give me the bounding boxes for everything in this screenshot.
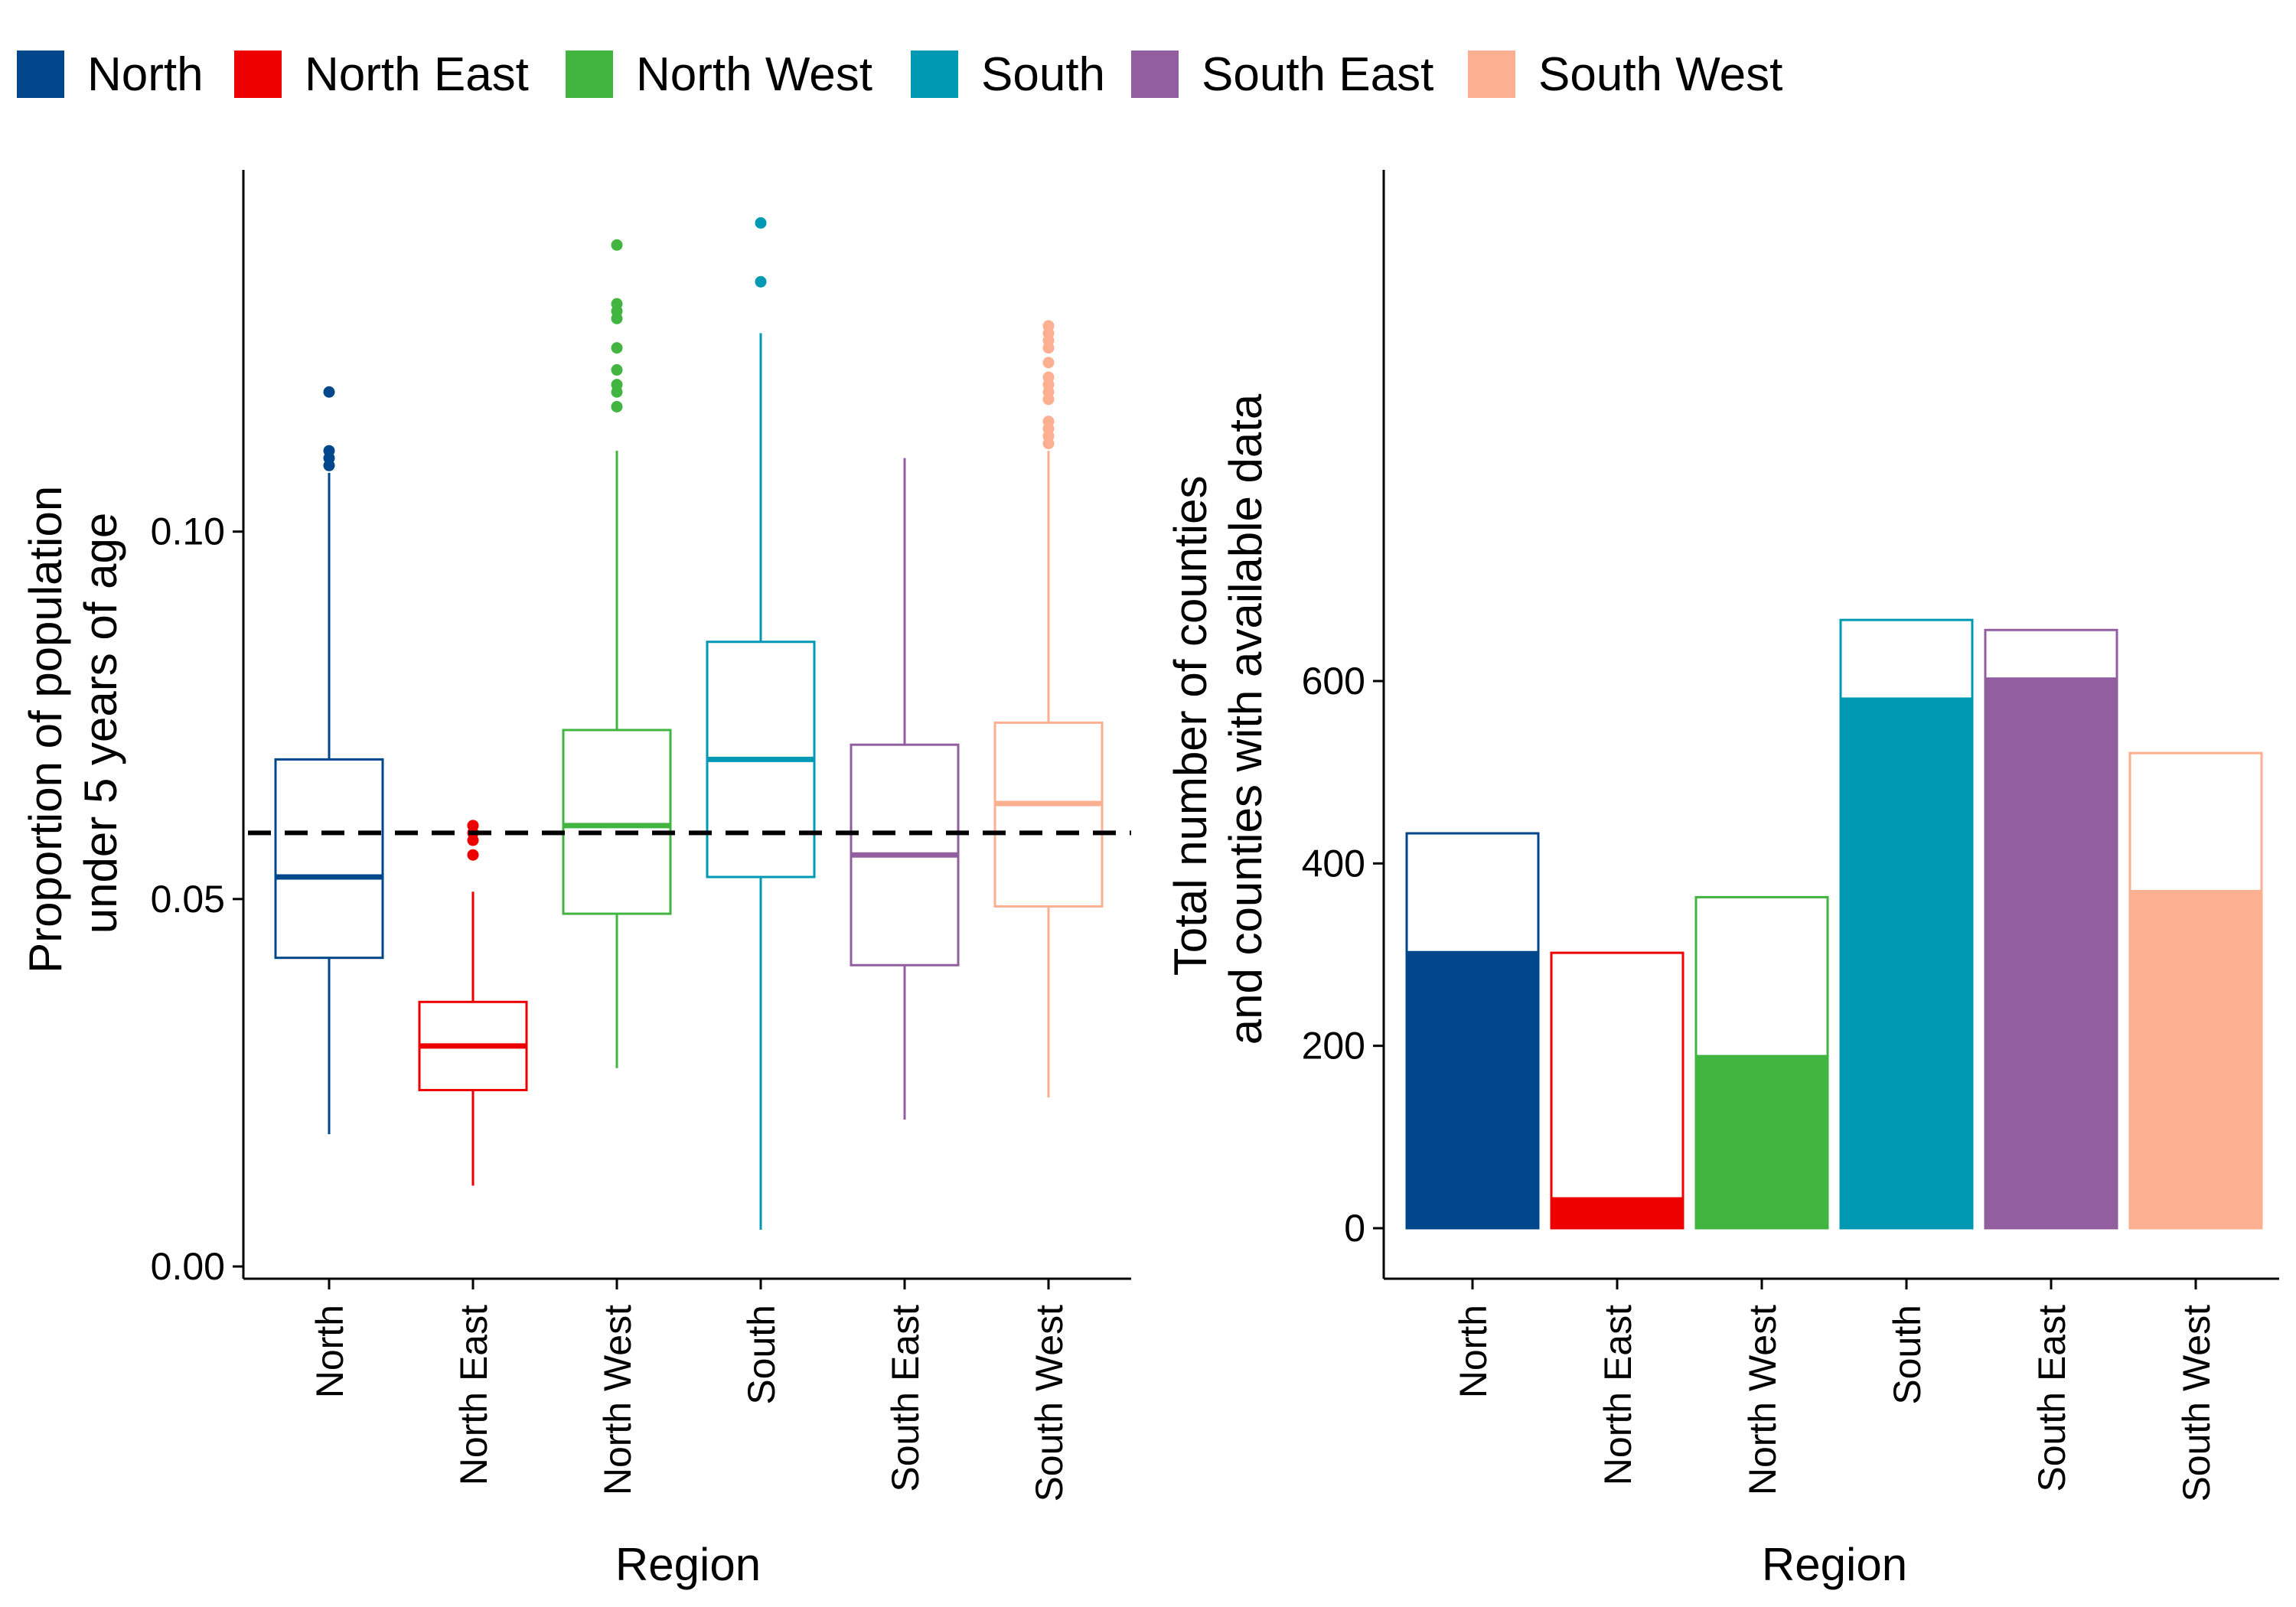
- bar-x-tick-label-north-east: North East: [1596, 1305, 1639, 1485]
- bar-y-axis-title-line-1: Total number of counties: [1165, 475, 1216, 976]
- boxplot-outlier-north-east: [467, 820, 479, 832]
- boxplot-x-axis-title: Region: [615, 1539, 761, 1590]
- bar-x-axis: North North East North West South South East…: [1384, 1277, 2279, 1502]
- boxplot-outlier-north: [323, 445, 335, 457]
- boxplot-panel: 0.00 0.05 0.10 North North East North West So…: [20, 170, 1131, 1590]
- legend-label-north-west: North West: [636, 48, 872, 101]
- bar-marks: [1405, 618, 2263, 1230]
- boxplot-y-tick-label: 0.10: [151, 510, 225, 553]
- bar-y-tick-label: 400: [1302, 842, 1365, 885]
- legend-swatch-south: [911, 51, 958, 98]
- bar-available-north: [1407, 950, 1538, 1228]
- bar-x-axis-title: Region: [1762, 1539, 1907, 1590]
- boxplot-x-tick-label-south: South: [740, 1305, 783, 1405]
- bar-available-south: [1841, 697, 1972, 1228]
- legend-label-south-east: South East: [1202, 48, 1433, 101]
- bar-y-tick-label: 600: [1302, 660, 1365, 702]
- bar-total-north-east: [1550, 951, 1684, 1230]
- boxplot-outlier-north-east: [467, 849, 479, 861]
- boxplot-y-axis-title-line-2: under 5 years of age: [75, 513, 126, 934]
- bar-x-tick-label-south-east: South East: [2030, 1305, 2073, 1492]
- boxplot-x-tick-label-north-west: North West: [596, 1305, 639, 1495]
- boxplot-outlier-south-west: [1042, 320, 1055, 332]
- legend-label-north-east: North East: [305, 48, 529, 101]
- bar-available-south-east: [1985, 677, 2117, 1228]
- boxplot-outlier-south: [755, 217, 767, 229]
- boxplot-box-north: [274, 758, 384, 960]
- boxplot-outlier-south-west: [1042, 357, 1055, 369]
- boxplot-y-tick-label: 0.00: [151, 1245, 225, 1288]
- bar-available-north-east: [1551, 1197, 1683, 1228]
- boxplot-outlier-north: [323, 386, 335, 398]
- legend-label-south: South: [981, 48, 1105, 101]
- bar-y-axis: 0 200 400 600: [1302, 170, 1385, 1279]
- boxplot-x-tick-label-south-west: South West: [1028, 1305, 1071, 1502]
- legend-swatch-south-east: [1131, 51, 1179, 98]
- legend-swatch-south-west: [1468, 51, 1515, 98]
- legend-label-north: North: [87, 48, 204, 101]
- boxplot-outlier-south: [755, 275, 767, 288]
- boxplot-outlier-north-west: [611, 363, 623, 376]
- boxplot-outlier-south-west: [1042, 371, 1055, 383]
- boxplot-y-axis-title: Proportion of population under 5 years o…: [20, 473, 126, 973]
- boxplot-outlier-north-west: [611, 342, 623, 354]
- bar-x-tick-label-south-west: South West: [2175, 1305, 2218, 1502]
- legend-swatch-north-west: [566, 51, 613, 98]
- boxplot-x-tick-label-north-east: North East: [452, 1305, 495, 1485]
- boxplot-outlier-north-west: [611, 298, 623, 310]
- bar-x-tick-label-south: South: [1886, 1305, 1929, 1405]
- legend: North North East North West South South East…: [17, 48, 1782, 101]
- boxplot-box-north-west: [562, 729, 672, 915]
- bar-available-south-west: [2130, 889, 2262, 1228]
- bar-x-tick-label-north: North: [1452, 1305, 1495, 1398]
- bar-y-tick-label: 0: [1344, 1207, 1365, 1250]
- bar-panel: 0 200 400 600 North North East North West Sout…: [1165, 170, 2279, 1590]
- boxplot-outlier-north-west: [611, 400, 623, 412]
- boxplot-x-tick-label-south-east: South East: [884, 1305, 927, 1492]
- bar-y-axis-title: Total number of counties and counties wi…: [1165, 393, 1271, 1045]
- boxplot-y-axis-title-line-1: Proportion of population: [20, 486, 71, 973]
- bar-available-north-west: [1696, 1054, 1828, 1228]
- boxplot-x-axis: North North East North West South South East…: [243, 1277, 1131, 1502]
- bar-y-tick-label: 200: [1302, 1025, 1365, 1068]
- boxplot-y-tick-label: 0.05: [151, 878, 225, 921]
- boxplot-x-tick-label-north: North: [308, 1305, 351, 1398]
- boxplot-outlier-north-west: [611, 239, 623, 251]
- boxplot-y-axis: 0.00 0.05 0.10: [151, 170, 245, 1288]
- boxplot-outlier-north-west: [611, 379, 623, 391]
- boxplot-outlier-south-west: [1042, 416, 1055, 428]
- legend-swatch-north: [17, 51, 64, 98]
- legend-swatch-north-east: [234, 51, 282, 98]
- bar-y-axis-title-line-2: and counties with available data: [1220, 393, 1271, 1045]
- legend-label-south-west: South West: [1538, 48, 1782, 101]
- bar-x-tick-label-north-west: North West: [1741, 1305, 1784, 1495]
- boxplot-marks: [248, 217, 1131, 1230]
- boxplot-box-south-west: [993, 721, 1104, 908]
